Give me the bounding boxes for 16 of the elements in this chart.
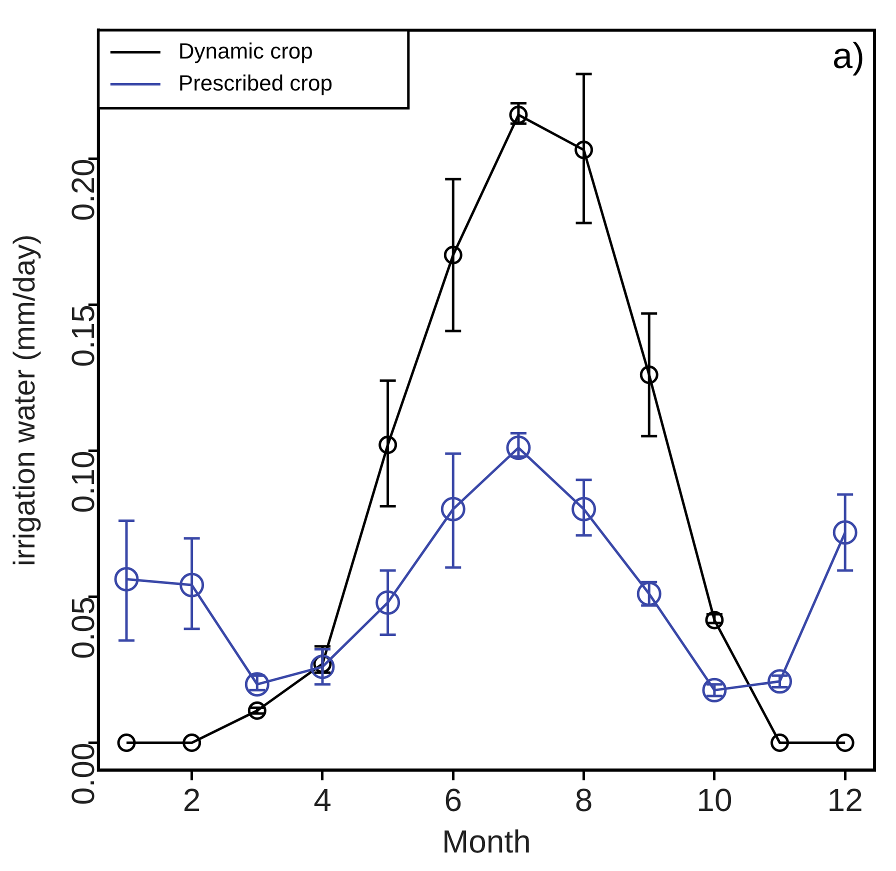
- annotation: a): [832, 35, 864, 76]
- y-tick-label: 0.00: [65, 742, 102, 806]
- x-tick-label: 2: [182, 782, 201, 818]
- x-tick-label: 4: [314, 782, 332, 818]
- x-axis-title: Month: [442, 824, 531, 860]
- y-axis-title: irrigation water (mm/day): [8, 234, 42, 566]
- x-tick-label: 6: [444, 782, 462, 818]
- x-tick-label: 8: [574, 782, 593, 818]
- y-tick-label: 0.15: [65, 304, 102, 367]
- y-tick-label: 0.05: [65, 596, 102, 660]
- legend-label: Prescribed crop: [178, 70, 332, 96]
- legend-label: Dynamic crop: [178, 38, 313, 64]
- y-tick-label: 0.10: [65, 450, 102, 513]
- y-tick-label: 0.20: [65, 158, 102, 221]
- x-tick-label: 10: [696, 782, 732, 818]
- x-tick-label: 12: [827, 782, 863, 818]
